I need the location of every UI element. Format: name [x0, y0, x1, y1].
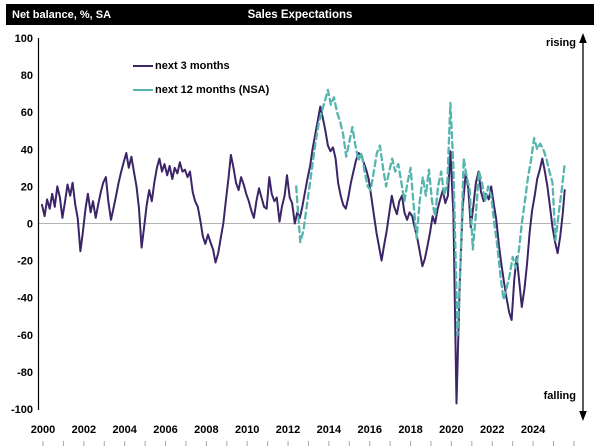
falling-annotation: falling	[543, 390, 576, 402]
y-tick-label: 40	[21, 144, 33, 156]
legend-item-next-12-months: next 12 months (NSA)	[133, 81, 269, 99]
x-tick-label: 2024	[521, 424, 546, 436]
x-tick-label: 2002	[72, 424, 96, 436]
header-bar: Net balance, %, SA Sales Expectations	[6, 4, 594, 25]
x-tick-label: 2016	[357, 424, 381, 436]
chart-legend: next 3 months next 12 months (NSA)	[133, 57, 269, 105]
legend-line-swatch-solid	[133, 65, 153, 67]
down-arrowhead-icon	[579, 411, 587, 421]
legend-label: next 12 months (NSA)	[155, 84, 270, 96]
x-tick-label: 2014	[317, 424, 342, 436]
y-tick-label: 60	[21, 107, 33, 119]
up-arrowhead-icon	[579, 33, 587, 43]
series-line-next-12-months	[295, 88, 566, 336]
x-tick-label: 2018	[398, 424, 422, 436]
legend-item-next-3-months: next 3 months	[133, 57, 269, 75]
x-tick-label: 2010	[235, 424, 259, 436]
x-tick-label: 2004	[112, 424, 137, 436]
y-tick-label: -40	[17, 293, 33, 305]
y-tick-label: -60	[17, 330, 33, 342]
y-tick-label: 20	[21, 181, 33, 193]
x-tick-label: 2000	[31, 424, 55, 436]
y-tick-label: 80	[21, 70, 33, 82]
y-tick-label: -20	[17, 256, 33, 268]
legend-line-swatch-dashed	[133, 89, 153, 91]
y-tick-label: -80	[17, 367, 33, 379]
series-line-next-3-months	[41, 105, 566, 405]
y-axis-units-label: Net balance, %, SA	[12, 8, 112, 21]
y-tick-label: 100	[15, 33, 33, 45]
y-tick-label: -100	[11, 404, 33, 416]
x-tick-label: 2006	[153, 424, 177, 436]
x-tick-label: 2012	[276, 424, 300, 436]
x-tick-label: 2008	[194, 424, 218, 436]
x-tick-label: 2020	[439, 424, 463, 436]
legend-label: next 3 months	[155, 60, 230, 72]
y-tick-label: 0	[27, 219, 33, 231]
x-tick-label: 2022	[480, 424, 504, 436]
chart-title: Sales Expectations	[247, 8, 353, 21]
rising-annotation: rising	[546, 37, 576, 49]
